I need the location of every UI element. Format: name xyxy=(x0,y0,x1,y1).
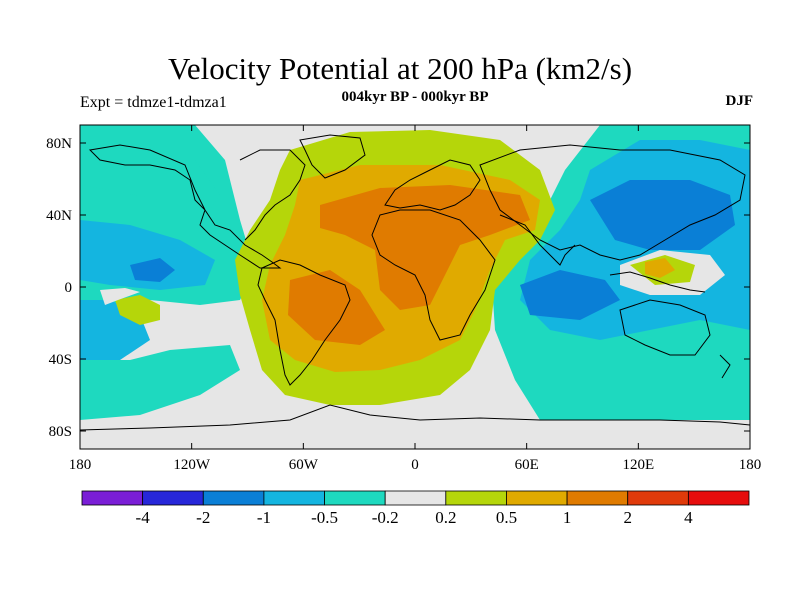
lon-tick-label: 60W xyxy=(289,457,319,473)
coast-indonesia xyxy=(609,271,706,293)
contour-pos-south-america-core xyxy=(288,270,385,345)
longitude-axis: 180 120W 60W 0 60E 120E 180 xyxy=(69,125,762,473)
colorbar-swatch xyxy=(506,490,568,506)
colorbar-swatch xyxy=(687,490,750,506)
coast-europe xyxy=(384,159,481,211)
lat-tick-label: 0 xyxy=(65,280,73,296)
contour-neg-south-pacific-edge xyxy=(80,345,240,420)
lat-tick-label: 40S xyxy=(49,352,72,368)
latitude-axis: 80N 40N 0 40S 80S xyxy=(46,136,750,440)
plot-subtitle: 004kyr BP - 000kyr BP xyxy=(341,89,489,105)
contour-pos-pacific-blob-ring xyxy=(100,288,140,305)
lon-tick-label: 60E xyxy=(515,457,539,473)
colorbar-swatch xyxy=(202,490,265,506)
lat-tick-label: 80N xyxy=(46,136,72,152)
experiment-label: Expt = tdmze1-tdmza1 xyxy=(80,94,227,111)
contour-pos-indonesia-core xyxy=(645,258,675,278)
coast-antarctica xyxy=(80,404,750,431)
colorbar-swatch xyxy=(324,490,386,506)
contour-neg-pacific-core xyxy=(130,258,175,282)
contour-neg-indian-core xyxy=(520,270,620,320)
coast-asia xyxy=(479,144,746,261)
coast-north-america xyxy=(88,144,282,269)
colorbar-label: -0.2 xyxy=(372,508,399,527)
lon-tick-label: 120E xyxy=(622,457,654,473)
plot-title: Velocity Potential at 200 hPa (km2/s) xyxy=(167,51,633,86)
contour-pos-africa-core xyxy=(320,185,530,310)
lon-tick-label: 0 xyxy=(411,457,419,473)
coast-new-zealand xyxy=(719,354,731,379)
coast-greenland xyxy=(299,134,366,179)
contour-neg-east-asia-core xyxy=(590,180,735,250)
coast-south-america xyxy=(257,259,351,386)
colorbar-label: -2 xyxy=(196,508,210,527)
coastlines xyxy=(80,134,750,431)
colorbar-label: -1 xyxy=(257,508,271,527)
lat-tick-label: 40N xyxy=(46,208,72,224)
colorbar-label: 2 xyxy=(623,508,632,527)
colorbar-swatch xyxy=(627,490,689,506)
colorbar-swatch xyxy=(384,490,447,506)
colorbar-label: -4 xyxy=(136,508,151,527)
coast-arabia-india xyxy=(499,214,576,266)
season-label: DJF xyxy=(725,93,754,109)
colorbar: -4 -2 -1 -0.5 -0.2 0.2 0.5 1 2 4 xyxy=(81,490,750,527)
contour-pos-pacific-blob xyxy=(115,295,160,325)
lon-tick-label: 120W xyxy=(173,457,211,473)
lon-tick-label: 180 xyxy=(739,457,762,473)
coast-north-america-east xyxy=(239,149,306,241)
colorbar-label: 0.5 xyxy=(496,508,517,527)
contour-neg-north-america xyxy=(80,140,220,210)
coast-africa xyxy=(371,209,496,341)
contour-neg-west-pacific-inner xyxy=(80,220,215,290)
colorbar-swatch xyxy=(81,490,144,506)
coast-australia xyxy=(619,299,711,356)
lon-tick-label: 180 xyxy=(69,457,92,473)
colorbar-label: -0.5 xyxy=(311,508,338,527)
colorbar-label: 1 xyxy=(563,508,572,527)
colorbar-swatch xyxy=(445,490,507,506)
colorbar-swatch xyxy=(566,490,629,506)
colorbar-swatch xyxy=(263,490,325,506)
colorbar-label: 4 xyxy=(684,508,693,527)
lat-tick-label: 80S xyxy=(49,424,72,440)
colorbar-label: 0.2 xyxy=(435,508,456,527)
colorbar-swatch xyxy=(142,490,204,506)
